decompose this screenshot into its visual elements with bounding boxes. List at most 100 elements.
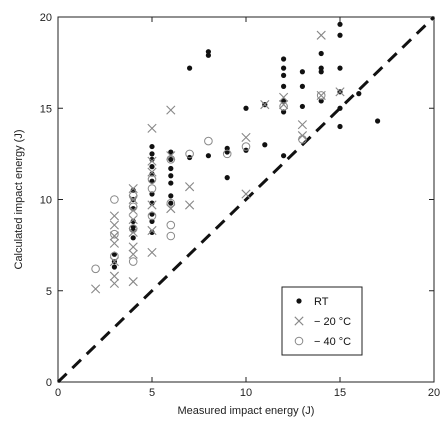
data-point-series-0 bbox=[224, 175, 230, 181]
data-point-series-0 bbox=[318, 50, 324, 57]
data-point-series-1 bbox=[279, 92, 289, 102]
data-point-series-0 bbox=[337, 32, 343, 38]
data-point-series-0 bbox=[281, 56, 287, 62]
data-point-series-0 bbox=[337, 123, 343, 130]
data-point-series-1 bbox=[316, 30, 326, 40]
legend-marker-1 bbox=[294, 316, 304, 326]
y-tick-label: 5 bbox=[46, 286, 52, 298]
data-point-series-1 bbox=[166, 105, 176, 115]
data-point-series-2 bbox=[166, 198, 176, 208]
data-point-series-2 bbox=[110, 251, 119, 261]
data-point-series-0 bbox=[299, 83, 305, 89]
y-tick-label: 10 bbox=[40, 195, 52, 207]
data-point-series-0 bbox=[149, 211, 155, 217]
data-point-series-1 bbox=[147, 247, 157, 258]
data-point-series-1 bbox=[297, 120, 307, 130]
data-point-series-2 bbox=[279, 102, 288, 111]
legend-label: RT bbox=[314, 296, 329, 308]
data-point-series-2 bbox=[241, 142, 251, 151]
data-point-series-0 bbox=[281, 153, 287, 159]
data-point-series-1 bbox=[241, 132, 251, 143]
data-point-series-0 bbox=[318, 98, 324, 104]
data-point-series-2 bbox=[128, 224, 138, 233]
data-point-series-0 bbox=[149, 164, 155, 170]
data-point-series-0 bbox=[149, 178, 155, 184]
data-point-series-1 bbox=[279, 100, 289, 110]
legend-box bbox=[281, 286, 363, 356]
x-tick-label: 5 bbox=[149, 387, 155, 399]
data-point-series-1 bbox=[147, 200, 157, 210]
data-point-series-0 bbox=[299, 103, 305, 110]
data-point-series-2 bbox=[128, 257, 138, 266]
data-point-series-2 bbox=[222, 149, 232, 159]
data-point-series-1 bbox=[128, 242, 138, 252]
data-point-series-0 bbox=[243, 105, 249, 111]
data-point-series-2 bbox=[128, 202, 138, 212]
data-point-series-1 bbox=[185, 200, 195, 210]
data-point-series-2 bbox=[185, 149, 194, 159]
data-point-series-0 bbox=[224, 145, 230, 151]
data-point-series-2 bbox=[204, 136, 213, 146]
data-point-series-1 bbox=[147, 156, 157, 166]
data-point-series-1 bbox=[109, 211, 119, 221]
data-point-series-0 bbox=[149, 151, 155, 157]
x-axis-label: Measured impact energy (J) bbox=[178, 405, 315, 417]
data-point-series-0 bbox=[168, 193, 174, 199]
data-point-series-0 bbox=[375, 118, 381, 124]
data-point-series-2 bbox=[166, 220, 176, 230]
data-point-series-0 bbox=[168, 165, 174, 172]
x-tick-label: 10 bbox=[240, 387, 252, 399]
data-point-series-1 bbox=[109, 231, 119, 241]
data-point-series-1 bbox=[147, 123, 157, 133]
x-tick-label: 15 bbox=[334, 387, 346, 399]
data-point-series-0 bbox=[130, 224, 136, 230]
y-tick-label: 15 bbox=[40, 103, 52, 115]
data-point-series-2 bbox=[298, 134, 307, 144]
data-point-series-0 bbox=[111, 264, 117, 270]
y-tick-label: 0 bbox=[46, 377, 52, 389]
y-tick-label: 20 bbox=[40, 12, 52, 24]
data-point-series-0 bbox=[262, 142, 268, 148]
data-point-series-1 bbox=[147, 167, 157, 177]
data-point-series-2 bbox=[147, 184, 157, 193]
data-point-series-1 bbox=[91, 284, 101, 294]
data-point-series-1 bbox=[335, 87, 345, 97]
data-point-series-2 bbox=[91, 264, 100, 274]
legend: RT − 20 °C − 40 °C bbox=[281, 286, 363, 356]
legend-marker-2 bbox=[294, 336, 304, 346]
data-point-series-2 bbox=[166, 231, 176, 241]
data-point-series-0 bbox=[168, 200, 174, 206]
data-point-series-0 bbox=[224, 149, 230, 155]
data-point-series-0 bbox=[337, 21, 343, 27]
data-point-series-1 bbox=[109, 238, 119, 248]
data-points bbox=[91, 21, 381, 294]
legend-label: − 20 °C bbox=[314, 316, 351, 328]
data-point-series-0 bbox=[149, 143, 155, 150]
legend-label: − 40 °C bbox=[314, 336, 351, 348]
data-point-series-0 bbox=[168, 180, 174, 186]
data-point-series-0 bbox=[168, 156, 174, 162]
tick-layer: 0 5 10 15 20 0 5 10 15 20 bbox=[40, 12, 440, 399]
data-point-series-1 bbox=[241, 189, 251, 199]
legend-marker-0 bbox=[296, 298, 302, 304]
x-tick-label: 20 bbox=[428, 387, 440, 399]
data-point-series-0 bbox=[205, 49, 211, 55]
data-point-series-2 bbox=[147, 175, 157, 184]
data-point-series-1 bbox=[109, 220, 119, 230]
data-point-series-0 bbox=[318, 69, 324, 75]
data-point-series-2 bbox=[110, 195, 119, 204]
data-point-series-0 bbox=[281, 98, 287, 104]
data-point-series-1 bbox=[128, 249, 138, 259]
data-point-series-0 bbox=[149, 191, 155, 197]
data-point-series-2 bbox=[166, 155, 176, 164]
data-point-series-0 bbox=[111, 251, 117, 257]
data-point-series-2 bbox=[110, 229, 119, 239]
data-point-series-1 bbox=[128, 277, 138, 287]
data-point-series-0 bbox=[299, 69, 305, 75]
data-point-series-0 bbox=[168, 149, 174, 155]
data-point-series-0 bbox=[281, 65, 287, 71]
data-point-series-2 bbox=[316, 91, 326, 100]
data-point-series-1 bbox=[128, 214, 138, 225]
data-point-series-0 bbox=[205, 52, 211, 58]
